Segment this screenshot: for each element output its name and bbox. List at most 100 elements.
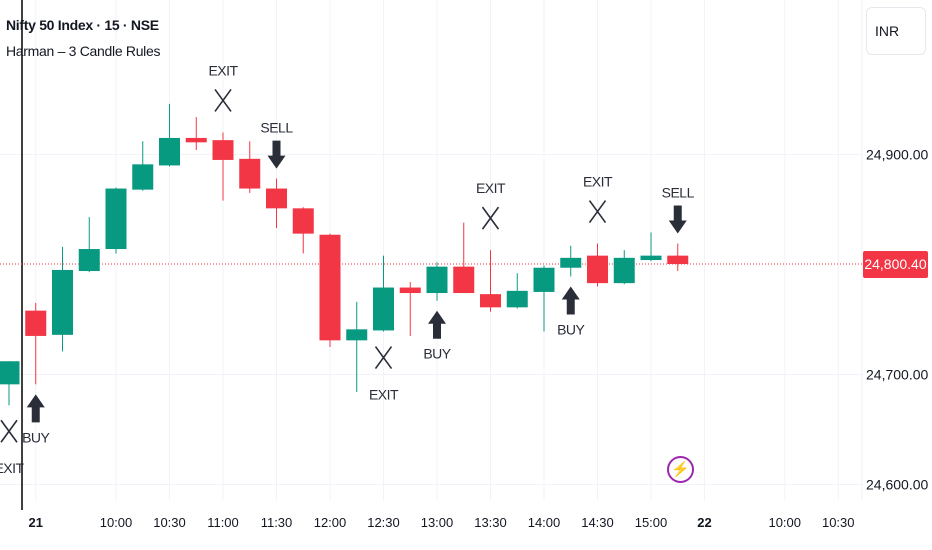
candle-body [239,158,261,189]
x-tick-label: 22 [697,515,711,530]
x-icon [214,88,232,112]
signal-buy: BUY [423,310,452,362]
candle-body [292,208,314,234]
signal-exit: EXIT [476,180,507,230]
candle [132,141,154,191]
candle-body [613,257,635,284]
candle [185,117,207,151]
signal-label: EXIT [208,62,238,78]
x-icon [588,200,607,224]
candle [0,361,20,406]
candle [480,250,501,312]
candle [399,282,421,336]
x-tick-label: 10:00 [100,515,133,530]
signal-buy: BUY [22,394,51,445]
arrow-down-icon [668,205,687,234]
signal-sell: SELL [662,185,695,234]
signal-label: SELL [260,120,293,136]
candle [640,232,662,262]
candle [587,243,608,287]
candle-body [640,255,662,261]
arrow-down-icon [267,140,286,169]
x-tick-label: 12:00 [314,515,347,530]
signal-exit: EXIT [0,419,25,476]
candle [105,187,127,254]
x-icon [374,346,393,370]
x-tick-label: 10:00 [768,515,801,530]
candle-body [159,137,180,166]
candle-body [533,267,555,292]
candle [453,222,475,294]
signal-label: EXIT [583,174,613,190]
candle [506,273,528,309]
indicator-name[interactable]: Harman – 3 Candle Rules [6,43,161,59]
x-tick-label: 11:00 [207,515,239,530]
x-tick-label: 21 [29,515,43,530]
arrow-up-icon [26,394,45,423]
candle [346,301,368,393]
candle-body [105,188,127,250]
candle-body [506,290,528,308]
candle [319,233,341,347]
candle-body [212,140,234,160]
candle-body [453,266,475,294]
candle-body [480,294,501,308]
arrow-up-icon [561,286,580,315]
candle [212,132,234,201]
candle [373,255,394,332]
candle-body [52,269,73,335]
candle [159,103,180,167]
x-icon [0,419,18,443]
candle-body [25,310,47,336]
candle [426,262,448,301]
last-price-label: 24,800.40 [863,251,928,278]
candle [613,250,635,285]
signal-label: EXIT [476,180,506,196]
candle [266,178,287,229]
currency-button[interactable]: INR [866,7,926,55]
chart-legend: Nifty 50 Index · 15 · NSE Harman – 3 Can… [6,17,160,59]
candle-body [346,329,368,341]
candle-body [587,255,608,284]
candle-body [373,287,394,331]
candle-body [560,257,582,268]
candle-body [319,234,341,341]
lightning-icon[interactable]: ⚡ [667,456,694,483]
x-tick-label: 15:00 [635,515,668,530]
signal-sell: SELL [260,120,294,169]
candle [52,246,73,352]
signal-label: EXIT [0,460,25,476]
candle [560,245,582,277]
candle-body [426,266,448,294]
candle-body [399,287,421,294]
y-tick-label: 24,700.00 [866,366,928,382]
x-tick-label: 10:30 [822,515,855,530]
x-tick-label: 14:00 [528,515,561,530]
x-tick-label: 13:00 [421,515,454,530]
candle-body [667,255,689,264]
candle-body [132,164,154,190]
signal-label: BUY [22,429,50,445]
candle-body [266,188,287,209]
signal-label: SELL [662,185,695,201]
candle [533,265,555,332]
symbol-title[interactable]: Nifty 50 Index · 15 · NSE [6,17,159,33]
x-tick-label: 11:30 [261,515,293,530]
x-icon [481,206,500,230]
x-tick-label: 13:30 [474,515,507,530]
signal-exit: EXIT [583,174,614,224]
candle-body [0,361,20,385]
signal-label: BUY [423,346,451,362]
signal-buy: BUY [557,286,586,338]
candle [78,217,100,273]
candle [25,302,47,385]
candle-body [185,137,207,143]
candle-body [78,249,100,272]
candle [667,243,689,272]
signal-label: EXIT [369,387,399,403]
y-tick-label: 24,900.00 [866,146,928,162]
y-tick-label: 24,600.00 [866,476,928,492]
signal-label: BUY [557,322,585,338]
signal-exit: EXIT [369,346,400,403]
